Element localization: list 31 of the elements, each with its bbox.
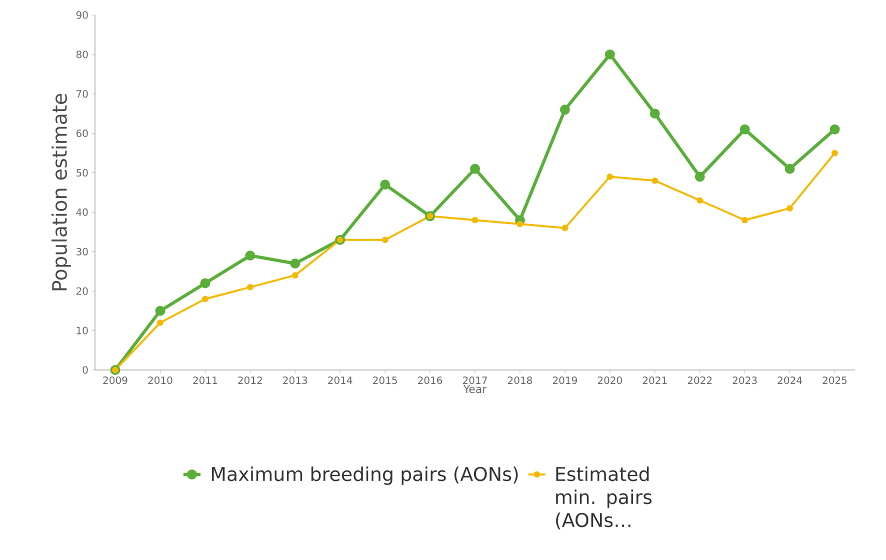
y-tick-label: 60 (76, 130, 88, 138)
y-tick-label: 80 (76, 50, 88, 58)
x-tick-label: 2023 (732, 376, 757, 384)
y-tick-label: 40 (76, 208, 88, 216)
x-tick-label: 2025 (822, 376, 847, 384)
x-tick-label: 2012 (238, 376, 262, 384)
x-tick-label: 2017 (463, 376, 487, 384)
x-tick-label: 2013 (283, 376, 308, 384)
legend-label: Estimated min. pairs (AONs… (556, 466, 652, 530)
y-tick-label: 20 (76, 287, 88, 295)
x-tick-label: 2010 (148, 376, 172, 384)
x-tick-label: 2018 (508, 376, 532, 384)
x-tick-label: 2014 (328, 376, 352, 384)
x-tick-label: 2009 (103, 376, 128, 384)
y-tick-label: 10 (76, 326, 88, 334)
x-tick-label: 2022 (688, 376, 712, 384)
y-tick-label: 50 (76, 168, 88, 177)
x-tick-label: 2011 (193, 376, 217, 384)
y-tick-label: 0 (82, 366, 88, 374)
x-tick-label: 2024 (778, 376, 802, 384)
x-tick-label: 2021 (642, 376, 667, 384)
x-axis-title: Year (463, 384, 487, 394)
y-axis-title: Population estimate (52, 94, 71, 290)
x-tick-label: 2016 (418, 376, 442, 384)
y-tick-label: 30 (76, 248, 88, 256)
legend-label: Maximum breeding pairs (AONs) (212, 466, 518, 485)
y-tick-label: 90 (76, 11, 88, 19)
x-tick-label: 2015 (373, 376, 397, 384)
x-tick-label: 2019 (552, 376, 577, 384)
y-tick-label: 70 (76, 90, 88, 98)
x-tick-label: 2020 (598, 376, 622, 384)
